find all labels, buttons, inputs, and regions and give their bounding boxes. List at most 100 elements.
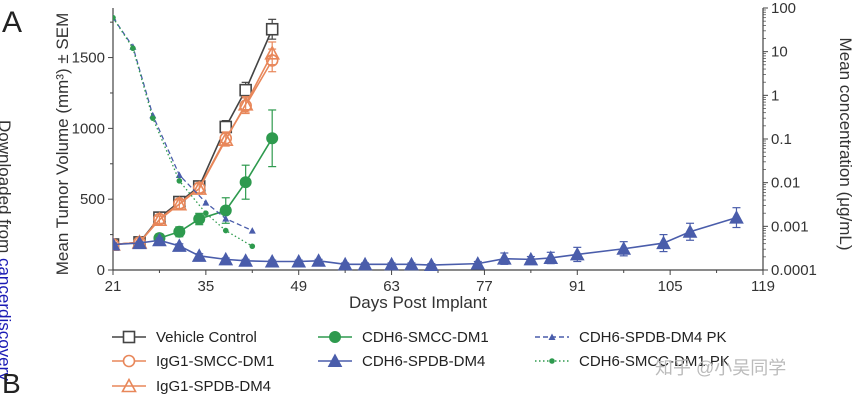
x-axis-title: Days Post Implant: [349, 293, 487, 312]
data-point: [682, 224, 698, 238]
y-right-tick-label: 0.001: [771, 218, 809, 235]
x-tick-label: 91: [569, 278, 586, 295]
series-igg1-smcc-dm1: [113, 48, 279, 251]
axis-labels: Days Post Implant Mean Tumor Volume (mm³)…: [53, 13, 855, 312]
data-point: [291, 253, 307, 268]
data-point: [239, 83, 252, 97]
panel-label-b: B: [2, 368, 21, 399]
legend-item: CDH6-SMCC-DM1: [318, 329, 489, 346]
data-point: [729, 210, 744, 224]
data-point: [193, 213, 206, 226]
data-point: [176, 178, 183, 184]
data-point: [222, 227, 229, 234]
series-vehicle-control: [113, 18, 279, 251]
y-right-tick-label: 1: [771, 87, 779, 104]
data-point: [239, 176, 252, 189]
data-point: [265, 22, 279, 36]
axes: 21 35 49 63 77 91 105 119 0 500 1000 1500 100 10 1 0.1 0…: [72, 0, 817, 295]
x-tick-label: 105: [658, 278, 683, 295]
data-point: [656, 235, 671, 250]
legend-marker: [122, 354, 136, 368]
data-point: [264, 253, 280, 268]
data-point: [149, 115, 156, 121]
data-point: [384, 256, 399, 271]
y-left-tick-label: 1500: [72, 50, 105, 67]
watermark: 知乎 @小吴同学: [655, 358, 787, 378]
legend-label: CDH6-SMCC-DM1 PK: [579, 353, 730, 370]
data-point: [217, 131, 234, 147]
legend-marker: [549, 358, 555, 364]
data-point: [130, 45, 136, 52]
data-point: [249, 243, 256, 250]
data-point: [248, 227, 256, 234]
data-point: [424, 257, 439, 272]
y-right-tick-label: 0.01: [771, 175, 800, 192]
legend-item: CDH6-SMCC-DM1 PK: [535, 353, 730, 370]
data-point: [222, 215, 230, 222]
y-right-tick-label: 0.1: [771, 131, 792, 148]
data-point: [191, 180, 208, 195]
data-point: [191, 248, 207, 262]
legend-marker: [327, 353, 343, 367]
x-tick-label: 77: [476, 278, 493, 295]
data-point: [113, 236, 121, 251]
legend-item: IgG1-SMCC-DM1: [112, 353, 274, 370]
x-tick-label: 21: [105, 278, 122, 295]
data-point: [470, 256, 486, 270]
data-point: [543, 250, 559, 264]
data-point: [171, 195, 188, 211]
data-point: [569, 246, 585, 261]
data-point: [616, 241, 632, 255]
data-point: [404, 256, 419, 271]
legend-item: CDH6-SPDB-DM4 PK: [535, 329, 727, 346]
data-point: [113, 14, 116, 21]
data-point: [237, 96, 254, 111]
x-tick-label: 63: [383, 278, 400, 295]
legend-marker: [548, 333, 556, 340]
panel-label: A: [2, 6, 23, 39]
y-left-axis-title: Mean Tumor Volume (mm³) ± SEM: [53, 13, 72, 276]
legend-label: CDH6-SMCC-DM1: [362, 329, 489, 346]
series-igg1-spdb-dm4: [113, 41, 281, 251]
series-line: [113, 216, 737, 266]
legend-label: IgG1-SMCC-DM1: [156, 353, 274, 370]
y-right-tick-label: 100: [771, 0, 796, 17]
data-point: [357, 256, 373, 271]
legend-item: CDH6-SPDB-DM4: [318, 353, 485, 370]
data-point: [337, 256, 353, 271]
x-tick-label: 49: [290, 278, 307, 295]
y-right-axis-title: Mean concentration (μg/mL): [836, 38, 855, 251]
legend-label: CDH6-SPDB-DM4 PK: [579, 329, 727, 346]
data-point: [132, 235, 147, 250]
legend-label: CDH6-SPDB-DM4: [362, 353, 485, 370]
data-point: [171, 238, 187, 252]
series-cdh6-smcc-dm1-pk: [113, 14, 256, 250]
series-cdh6-spdb-dm4: [113, 207, 744, 272]
legend-marker: [329, 331, 341, 343]
y-left-tick-label: 1000: [72, 120, 105, 137]
series-line: [159, 137, 273, 239]
x-tick-label: 35: [198, 278, 215, 295]
data-point: [219, 204, 232, 217]
legend-label: IgG1-SPDB-DM4: [156, 378, 271, 395]
legend-item: IgG1-SPDB-DM4: [112, 377, 271, 395]
data-point: [496, 251, 512, 265]
data-point: [151, 211, 168, 227]
data-point: [523, 251, 539, 266]
legend-item: Vehicle Control: [112, 329, 257, 346]
y-left-tick-label: 0: [97, 262, 105, 279]
data-point: [218, 251, 234, 266]
data-point: [264, 45, 281, 60]
data-point: [202, 199, 210, 206]
series-cdh6-smcc-dm1: [153, 109, 279, 245]
data-point: [238, 253, 253, 267]
data-point: [266, 132, 279, 145]
legend-marker: [121, 377, 137, 393]
y-right-tick-label: 10: [771, 44, 788, 61]
data-point: [152, 232, 167, 247]
legend: Vehicle Control IgG1-SMCC-DM1 IgG1-SPDB-DM…: [112, 329, 730, 395]
data-point: [175, 171, 183, 178]
data-point: [203, 210, 209, 216]
legend-label: Vehicle Control: [156, 329, 257, 346]
